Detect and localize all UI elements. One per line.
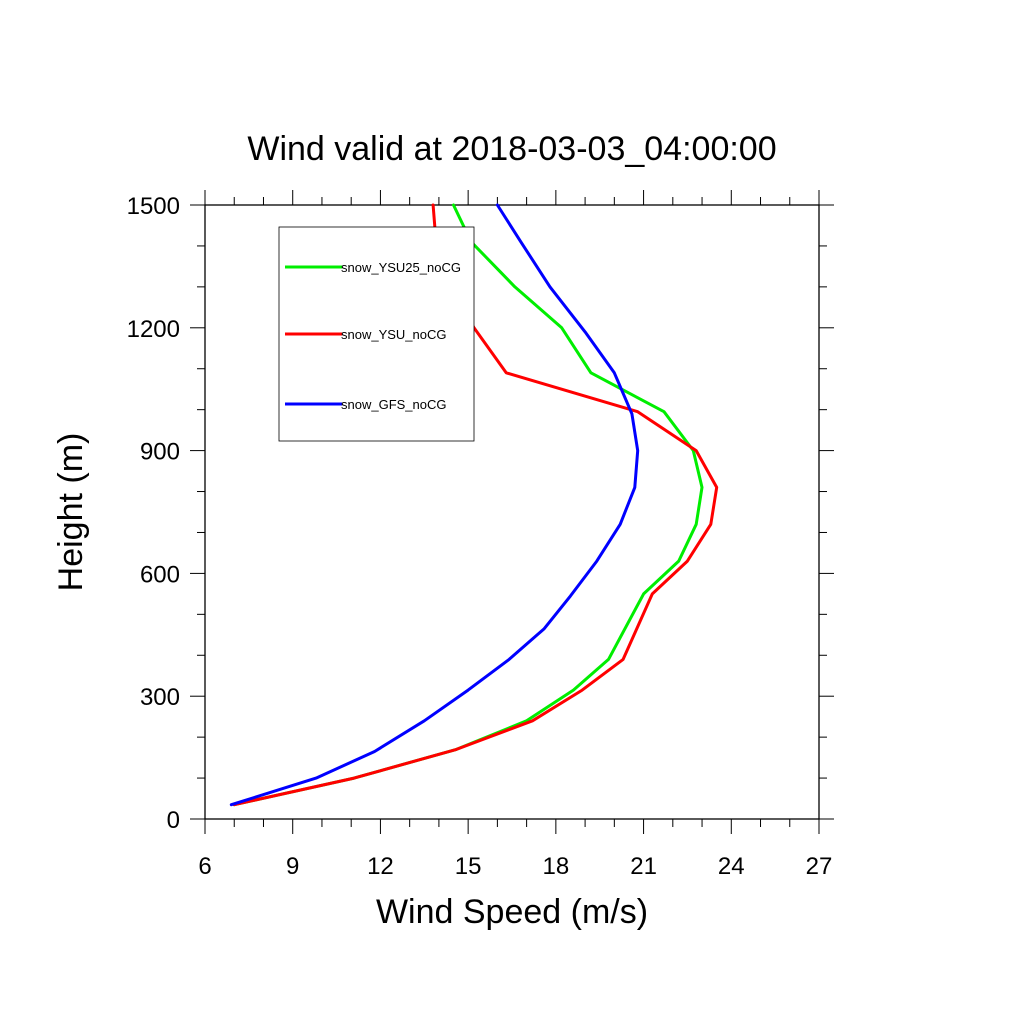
y-tick-label: 1200 [127,316,180,343]
y-tick-label: 1500 [127,193,180,220]
y-axis-label: Height (m) [52,433,90,592]
plot-frame [204,204,820,820]
legend-item: snow_YSU_noCG [285,327,447,342]
y-tick-label: 900 [140,439,180,466]
legend-item: snow_GFS_noCG [285,397,447,412]
y-tick-label: 600 [140,561,180,588]
chart-title: Wind valid at 2018-03-03_04:00:00 [247,130,776,168]
series-line-snow_GFS_noCG [229,203,640,807]
x-tick-label: 21 [630,853,657,880]
x-axis-label: Wind Speed (m/s) [376,893,648,931]
plot-area: 6 9 12 15 18 21 24 27 0 300 600 900 1200 1500 snow_YSU… [127,190,834,880]
legend-label: snow_GFS_noCG [341,397,447,412]
x-tick-label: 9 [286,853,299,880]
y-tick-label: 300 [140,684,180,711]
x-tick-label: 24 [718,853,745,880]
x-tick-label: 15 [455,853,482,880]
legend-item: snow_YSU25_noCG [285,260,461,275]
x-tick-label: 6 [198,853,211,880]
legend-label: snow_YSU_noCG [341,327,447,342]
legend-label: snow_YSU25_noCG [341,260,461,275]
legend: snow_YSU25_noCG snow_YSU_noCG snow_GFS_noC… [278,226,475,442]
x-tick-label: 12 [367,853,394,880]
x-tick-label: 27 [806,853,833,880]
y-tick-label: 0 [167,807,180,834]
x-tick-label: 18 [543,853,570,880]
